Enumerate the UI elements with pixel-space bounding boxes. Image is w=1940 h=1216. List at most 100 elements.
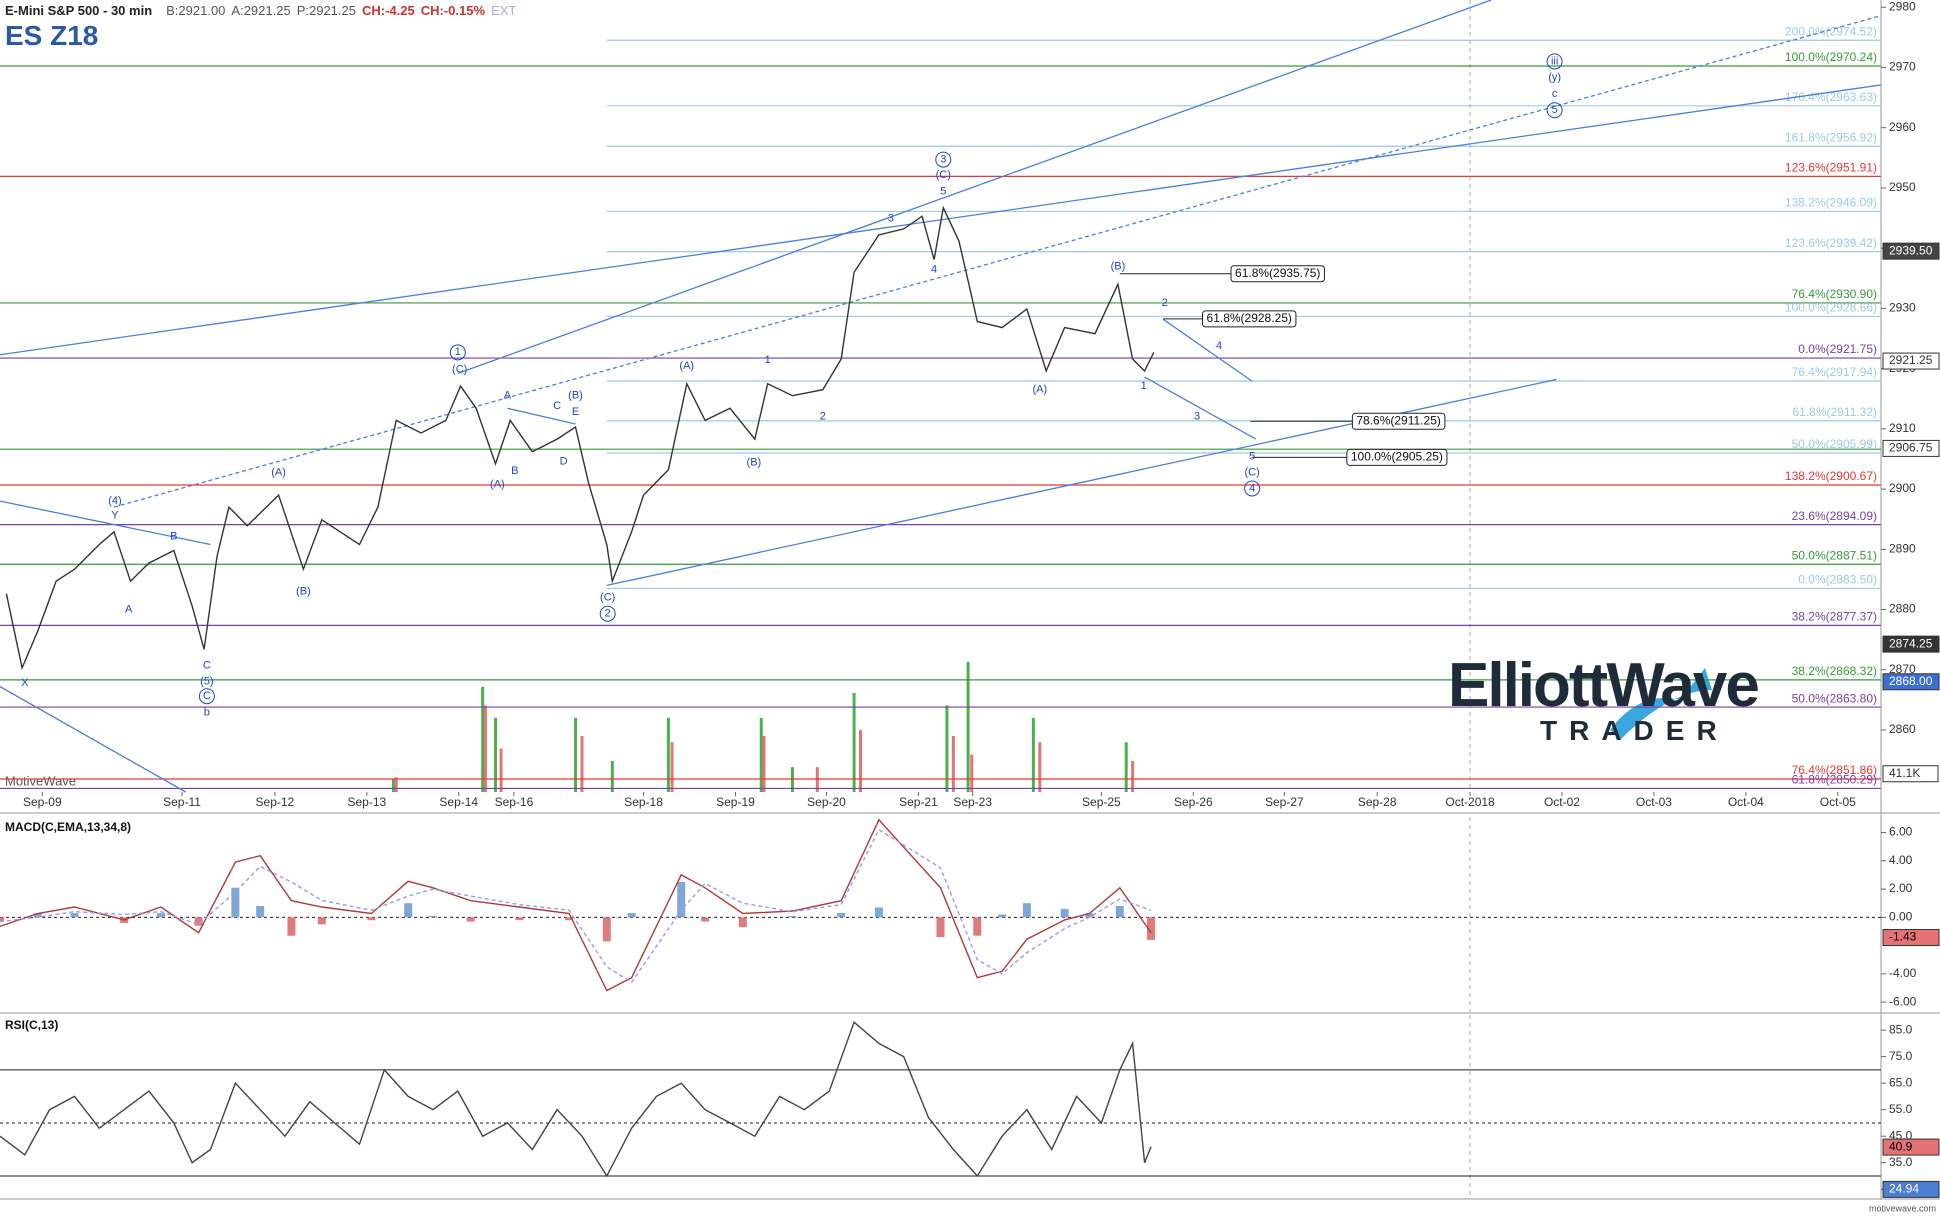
x-tick-label: Sep-25 (1082, 795, 1121, 809)
histogram-bar (515, 917, 524, 921)
x-tick-label: Sep-13 (347, 795, 386, 809)
trendline (507, 407, 576, 425)
wave-label: B (170, 531, 177, 543)
wave-label: (A) (271, 467, 286, 479)
wave-label: X (21, 677, 29, 689)
level-label: 38.2%(2877.37) (1792, 610, 1877, 624)
volume-bar (494, 717, 498, 792)
callout-label: 61.8%(2928.25) (1207, 311, 1292, 325)
wave-label: 3 (940, 154, 946, 166)
histogram-bar (936, 917, 945, 938)
x-tick-label: Sep-27 (1265, 795, 1304, 809)
level-label: 50.0%(2863.80) (1792, 691, 1877, 705)
trendline (1162, 318, 1253, 382)
level-label: 61.8%(2911.32) (1792, 405, 1877, 419)
wave-label: 4 (1249, 482, 1255, 494)
level-label: 23.6%(2894.09) (1792, 509, 1877, 523)
y-tick-label: -6.00 (1889, 994, 1917, 1008)
trendline (0, 500, 211, 546)
histogram-bar (0, 917, 4, 922)
histogram-bar (565, 917, 574, 921)
quote: CH:-4.25 (361, 3, 415, 18)
wave-label: iii (1551, 55, 1558, 67)
volume-bar (1038, 742, 1042, 792)
instrument: E-Mini S&P 500 - 30 min (5, 3, 153, 18)
volume-bar (1031, 717, 1035, 792)
x-tick-label: Sep-28 (1358, 795, 1397, 809)
quote: EXT (491, 3, 517, 18)
wave-label: C (203, 659, 211, 671)
level-label: 100.0%(2928.66) (1785, 301, 1877, 315)
volume-bar (945, 705, 949, 792)
wave-label: (A) (679, 360, 694, 372)
y-tick-label: 2960 (1889, 120, 1916, 134)
y-tick-label: 2870 (1889, 662, 1916, 676)
wave-label: (A) (490, 479, 505, 491)
trendline (1144, 376, 1257, 440)
y-tick-label: 2900 (1889, 481, 1916, 495)
histogram-bar (194, 917, 203, 926)
wave-label: (y) (1548, 72, 1561, 84)
x-tick-label: Sep-20 (807, 795, 846, 809)
histogram-bar (874, 907, 883, 918)
wave-label: 1 (1141, 380, 1147, 392)
volume-bar (966, 661, 970, 792)
wave-label: (5) (200, 676, 213, 688)
histogram-bar (1115, 906, 1124, 918)
wave-label: Y (111, 509, 119, 521)
volume-bar (852, 693, 856, 792)
callout-box (1202, 310, 1297, 328)
x-tick-label: Sep-11 (163, 795, 201, 809)
wave-label: (B) (296, 585, 311, 597)
axis-marker (1882, 439, 1940, 457)
y-tick-label: 0.00 (1889, 909, 1913, 923)
wave-circle (1244, 480, 1261, 497)
watermark: MotiveWave (5, 773, 76, 788)
volume-bar (1124, 742, 1128, 792)
trendline (457, 0, 1492, 375)
wave-label: 2 (605, 608, 611, 620)
axis-marker-label: 40.9 (1889, 1139, 1913, 1153)
y-tick-label: 2910 (1889, 421, 1916, 435)
volume-bar (759, 717, 763, 792)
wave-label: (C) (936, 169, 951, 181)
x-tick-label: Sep-23 (953, 795, 992, 809)
logo: ElliottWave TRADER (1448, 650, 1768, 747)
y-tick-label: 6.00 (1889, 825, 1913, 839)
series-line (0, 818, 1152, 992)
level-label: 138.2%(2946.09) (1785, 196, 1877, 210)
level-label: 0.0%(2921.75) (1798, 342, 1877, 356)
volume-bar (610, 760, 614, 792)
volume-bar (666, 717, 670, 792)
level-label: 0.0%(2883.50) (1798, 573, 1877, 587)
wave-label: 4 (931, 264, 937, 276)
y-tick-label: 35.0 (1889, 1155, 1913, 1169)
y-tick-label: -4.00 (1889, 966, 1917, 980)
y-tick-label: 2970 (1889, 60, 1916, 74)
level-label: 100.0%(2970.24) (1785, 50, 1877, 64)
axis-marker (1882, 1138, 1940, 1156)
axis-marker-label: 2868.00 (1889, 674, 1933, 688)
x-tick-label: Oct-2018 (1445, 795, 1495, 809)
axis-marker (1882, 929, 1940, 947)
wave-label: 1 (765, 354, 771, 366)
panel-title: RSI(C,13) (5, 1018, 58, 1032)
logo-bottom: TRADER (1540, 715, 1729, 746)
histogram-bar (837, 913, 846, 918)
level-label: 61.8%(2850.29) (1792, 773, 1877, 787)
histogram-bar (367, 917, 376, 921)
level-label: 161.8%(2956.92) (1785, 130, 1877, 144)
x-tick-label: Oct-03 (1636, 795, 1672, 809)
histogram-bar (156, 913, 165, 918)
x-tick-label: Sep-16 (495, 795, 534, 809)
wave-label: E (572, 406, 579, 418)
axis-marker (1882, 635, 1940, 653)
volume-bar (970, 754, 974, 792)
volume-bar (859, 729, 863, 792)
trendline (606, 378, 1557, 587)
y-tick-label: 2980 (1889, 0, 1916, 13)
wave-circle (1546, 53, 1563, 70)
histogram-bar (701, 917, 710, 922)
